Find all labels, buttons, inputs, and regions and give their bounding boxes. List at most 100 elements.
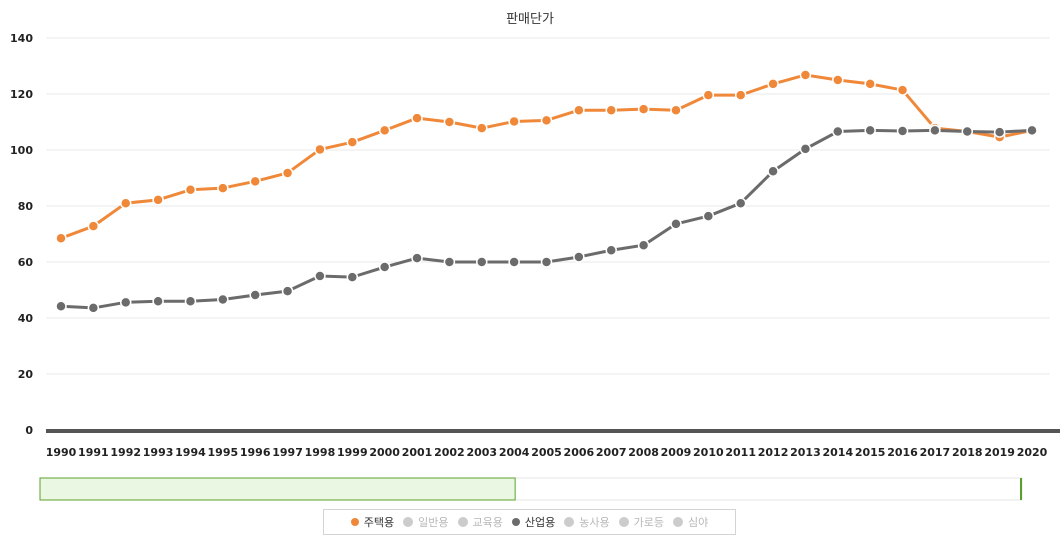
data-point[interactable]	[540, 256, 553, 268]
x-tick-label: 2002	[434, 446, 465, 459]
legend-label: 일반용	[418, 516, 449, 529]
series-group	[55, 69, 1038, 314]
legend-item[interactable]: 농사용	[564, 514, 610, 530]
x-tick-label: 1991	[78, 446, 109, 459]
x-tick-label: 1994	[175, 446, 206, 459]
data-point[interactable]	[443, 116, 456, 128]
x-tick-label: 2017	[920, 446, 951, 459]
legend-item[interactable]: 가로등	[618, 514, 664, 530]
series-residential	[55, 69, 1038, 244]
data-point[interactable]	[55, 300, 67, 312]
legend-item[interactable]: 주택용	[350, 514, 395, 530]
data-point[interactable]	[799, 69, 812, 81]
legend-marker-icon	[564, 517, 575, 527]
x-tick-label: 2015	[855, 446, 886, 459]
data-point[interactable]	[476, 256, 488, 268]
data-point[interactable]	[734, 89, 747, 101]
x-tick-label: 2003	[466, 446, 497, 459]
data-point[interactable]	[55, 232, 67, 244]
data-point[interactable]	[929, 124, 941, 137]
x-tick-label: 2014	[822, 446, 853, 459]
data-point[interactable]	[605, 244, 617, 256]
legend-item[interactable]: 심야	[673, 514, 708, 530]
legend-marker-icon	[673, 517, 683, 527]
data-point[interactable]	[378, 261, 391, 273]
data-point[interactable]	[508, 256, 520, 268]
navigator-selection[interactable]	[39, 477, 516, 501]
data-point[interactable]	[346, 271, 359, 283]
data-point[interactable]	[637, 103, 650, 115]
data-point[interactable]	[152, 194, 164, 206]
y-tick-label: 140	[10, 32, 33, 45]
data-point[interactable]	[767, 165, 779, 178]
data-point[interactable]	[87, 302, 100, 314]
legend-label: 농사용	[579, 516, 610, 529]
x-tick-label: 2013	[790, 446, 821, 459]
x-tick-label: 2011	[725, 446, 756, 459]
data-point[interactable]	[217, 182, 229, 194]
data-point[interactable]	[832, 74, 844, 86]
data-point[interactable]	[476, 122, 488, 134]
data-point[interactable]	[670, 104, 682, 116]
data-point[interactable]	[87, 220, 100, 232]
data-point[interactable]	[832, 125, 844, 138]
data-point[interactable]	[637, 239, 650, 251]
data-point[interactable]	[411, 112, 423, 124]
data-point[interactable]	[281, 285, 294, 297]
y-axis: 0 20 40 60 80 100 120 140	[10, 32, 33, 437]
x-tick-label: 2012	[758, 446, 789, 459]
x-tick-label: 2005	[531, 446, 562, 459]
y-tick-label: 0	[25, 424, 33, 437]
legend-marker-icon	[350, 518, 359, 526]
x-axis-line	[46, 429, 1060, 433]
series-line	[60, 128, 1033, 310]
data-point[interactable]	[961, 125, 974, 138]
data-point[interactable]	[119, 197, 132, 209]
data-point[interactable]	[993, 126, 1006, 138]
data-point[interactable]	[346, 136, 359, 148]
data-point[interactable]	[896, 84, 909, 96]
data-point[interactable]	[314, 143, 326, 156]
data-point[interactable]	[896, 125, 909, 137]
data-point[interactable]	[702, 210, 715, 222]
data-point[interactable]	[249, 175, 261, 188]
legend-marker-icon	[457, 517, 468, 527]
data-point[interactable]	[217, 293, 229, 306]
legend-label: 심야	[688, 516, 709, 529]
legend-marker-icon	[403, 517, 414, 527]
legend-item[interactable]: 교육용	[457, 514, 503, 530]
legend-item[interactable]: 일반용	[403, 514, 449, 530]
x-tick-label: 2009	[661, 446, 692, 459]
legend-label: 가로등	[633, 516, 664, 529]
data-point[interactable]	[411, 252, 423, 264]
data-point[interactable]	[573, 251, 585, 263]
data-point[interactable]	[605, 104, 617, 116]
data-point[interactable]	[864, 78, 876, 90]
data-point[interactable]	[1026, 124, 1038, 137]
data-point[interactable]	[378, 124, 391, 137]
data-point[interactable]	[573, 104, 585, 116]
y-tick-label: 100	[10, 144, 33, 157]
x-tick-label: 1996	[240, 446, 271, 459]
data-point[interactable]	[184, 184, 197, 196]
data-point[interactable]	[670, 218, 682, 230]
data-point[interactable]	[734, 197, 747, 209]
data-point[interactable]	[864, 124, 876, 137]
data-point[interactable]	[249, 289, 261, 301]
data-point[interactable]	[540, 114, 553, 127]
data-point[interactable]	[508, 115, 520, 128]
data-point[interactable]	[184, 295, 197, 307]
data-point[interactable]	[702, 89, 715, 101]
range-navigator[interactable]	[39, 477, 1023, 501]
data-point[interactable]	[767, 78, 779, 90]
data-point[interactable]	[119, 296, 132, 309]
data-point[interactable]	[152, 295, 164, 307]
x-tick-label: 1999	[337, 446, 368, 459]
x-tick-label: 2020	[1017, 446, 1048, 459]
data-point[interactable]	[281, 167, 294, 179]
legend-item[interactable]: 산업용	[511, 514, 555, 530]
legend-label: 주택용	[363, 516, 395, 529]
data-point[interactable]	[314, 270, 326, 282]
data-point[interactable]	[443, 256, 456, 268]
data-point[interactable]	[799, 143, 812, 155]
